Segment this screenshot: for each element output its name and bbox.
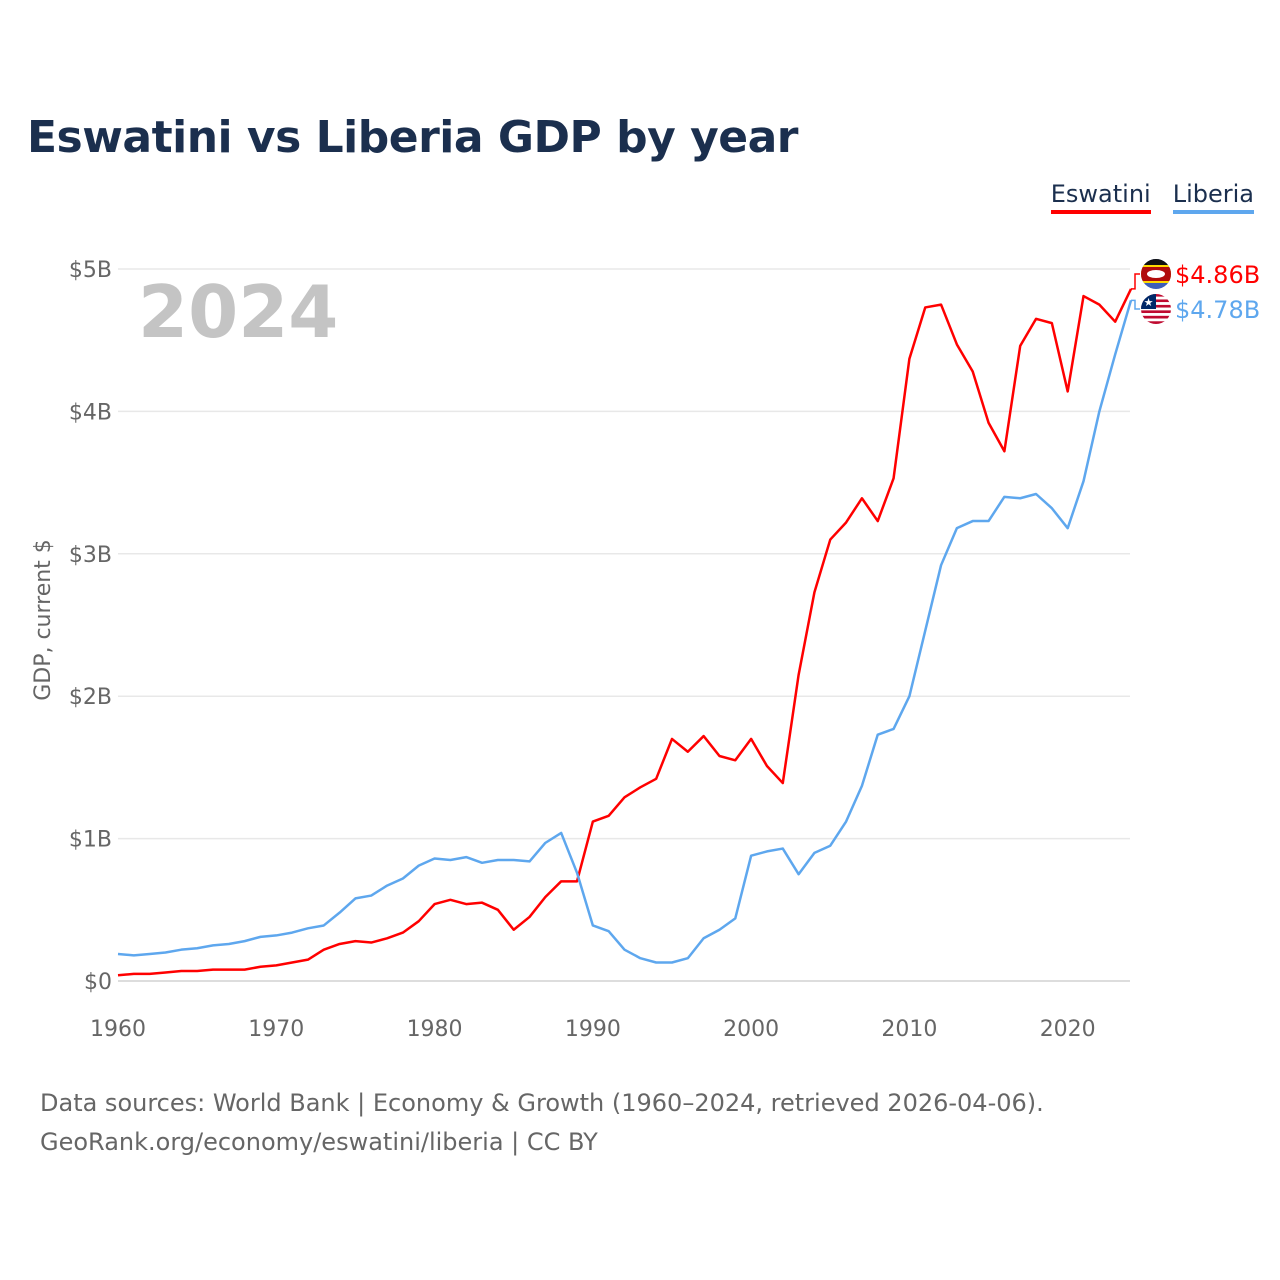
footer-link[interactable]: GeoRank.org/economy/eswatini/liberia | C… [40, 1128, 598, 1156]
x-tick-label: 2000 [723, 1017, 779, 1042]
x-tick-label: 2010 [881, 1017, 937, 1042]
y-tick-label: $0 [84, 970, 112, 995]
y-tick-label: $1B [69, 828, 112, 853]
end-value-label: $4.86B [1175, 261, 1260, 289]
x-tick-label: 1960 [90, 1017, 146, 1042]
y-tick-label: $3B [69, 543, 112, 568]
flag-eswatini-icon [1141, 259, 1171, 289]
series-line-eswatini[interactable] [117, 288, 1133, 977]
end-value-label: $4.78B [1175, 296, 1260, 324]
legend: Eswatini Liberia [1050, 180, 1254, 214]
flag-liberia-icon: ★ [1141, 294, 1171, 324]
footer-source: Data sources: World Bank | Economy & Gro… [40, 1089, 1044, 1117]
x-tick-label: 1980 [407, 1017, 463, 1042]
x-tick-label: 1970 [248, 1017, 304, 1042]
x-tick-label: 1990 [565, 1017, 621, 1042]
legend-liberia[interactable]: Liberia [1172, 180, 1254, 214]
end-connector [1131, 273, 1140, 290]
y-tick-label: $5B [69, 258, 112, 283]
y-tick-label: $2B [69, 685, 112, 710]
chart-title: Eswatini vs Liberia GDP by year [27, 112, 798, 163]
footer: Data sources: World Bank | Economy & Gro… [40, 1084, 1044, 1162]
svg-text:★: ★ [1144, 296, 1154, 309]
series-line-liberia[interactable] [117, 299, 1133, 964]
x-tick-label: 2020 [1040, 1017, 1096, 1042]
end-connector [1131, 299, 1140, 310]
y-tick-label: $4B [69, 400, 112, 425]
y-axis-label: GDP, current $ [31, 539, 56, 701]
year-watermark: 2024 [138, 270, 338, 354]
legend-eswatini[interactable]: Eswatini [1050, 180, 1151, 214]
